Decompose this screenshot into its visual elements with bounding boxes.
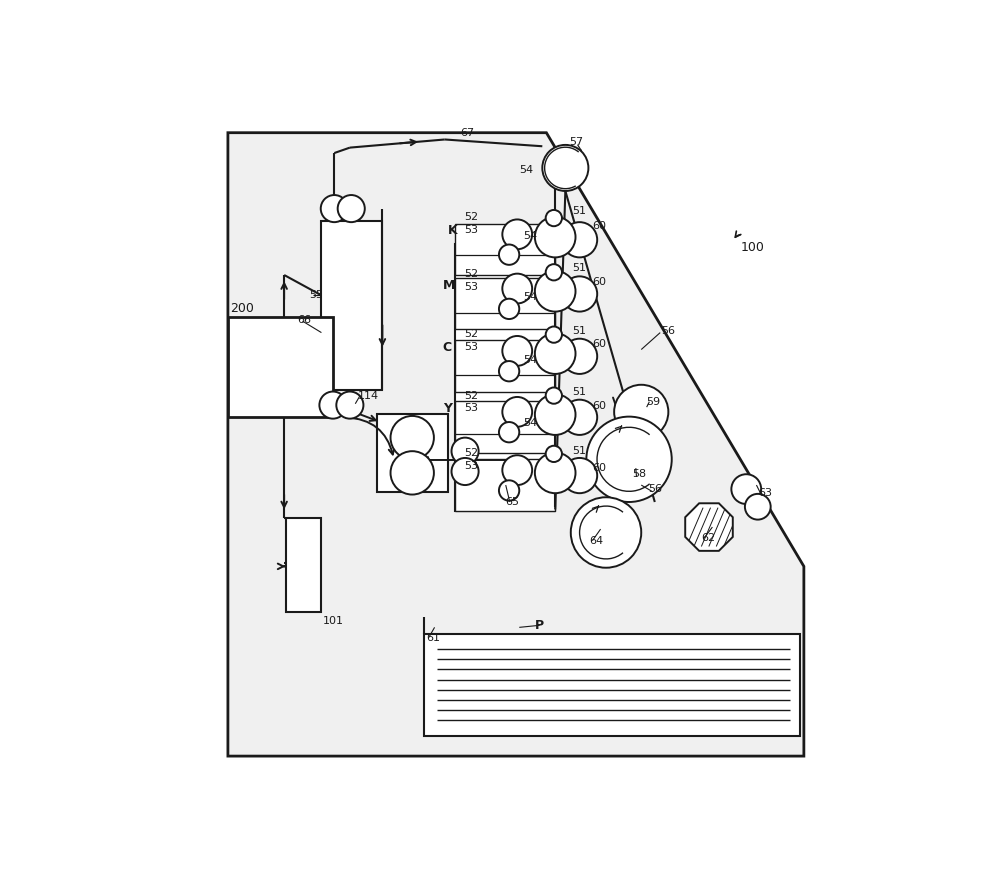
Circle shape [338,195,365,222]
Text: 54: 54 [523,231,537,241]
Text: 54: 54 [519,165,533,175]
Circle shape [502,455,532,485]
Text: C: C [443,341,452,354]
Circle shape [562,458,597,493]
Bar [455,340,555,392]
Text: 60: 60 [592,221,606,231]
Circle shape [502,274,532,304]
Text: 60: 60 [592,400,606,411]
Text: 65: 65 [506,497,520,507]
Bar [321,221,382,390]
Circle shape [546,446,562,462]
Text: 52: 52 [464,448,478,458]
Circle shape [731,474,761,504]
Circle shape [336,392,363,419]
Text: 66: 66 [298,315,312,326]
Circle shape [452,458,479,485]
Text: 51: 51 [572,387,586,397]
Circle shape [535,334,576,374]
Circle shape [571,497,641,568]
Text: 200: 200 [230,303,254,315]
Text: 100: 100 [740,241,764,254]
Bar [286,517,321,612]
Text: 53: 53 [464,404,478,414]
Text: 64: 64 [589,536,603,546]
Circle shape [502,336,532,366]
Circle shape [319,392,346,419]
Circle shape [614,385,668,439]
Text: K: K [447,224,457,238]
Text: 63: 63 [758,488,772,498]
Text: 59: 59 [647,397,661,407]
Bar [424,634,800,736]
Circle shape [499,361,519,381]
Text: 51: 51 [572,263,586,273]
Circle shape [499,298,519,319]
Text: 53: 53 [464,461,478,471]
Text: 55: 55 [309,290,323,300]
Bar [455,401,555,452]
Circle shape [562,222,597,257]
Circle shape [562,276,597,312]
Text: 52: 52 [464,391,478,400]
Circle shape [546,326,562,343]
Bar [455,224,555,275]
Text: 52: 52 [464,212,478,222]
Circle shape [535,394,576,435]
Circle shape [499,245,519,265]
Bar [455,459,555,510]
Circle shape [391,416,434,459]
Circle shape [535,216,576,257]
Circle shape [562,400,597,435]
Text: 54: 54 [523,291,537,302]
Text: 54: 54 [523,355,537,364]
Circle shape [535,271,576,312]
Circle shape [502,397,532,427]
Text: 54: 54 [523,418,537,428]
Circle shape [391,451,434,495]
Text: 57: 57 [569,136,583,146]
Text: P: P [535,619,544,632]
Text: 51: 51 [572,326,586,335]
Circle shape [321,195,348,222]
Text: 56: 56 [662,326,676,335]
Text: 56: 56 [648,484,662,495]
Bar [228,317,333,417]
Circle shape [745,494,771,519]
Text: 51: 51 [572,206,586,216]
Text: 53: 53 [464,341,478,352]
Text: 60: 60 [592,463,606,473]
Bar [377,414,448,492]
Circle shape [499,480,519,501]
Circle shape [546,387,562,404]
Circle shape [546,210,562,226]
Text: 114: 114 [357,391,378,400]
Text: 61: 61 [426,633,440,642]
Text: M: M [443,279,455,291]
Text: 60: 60 [592,277,606,287]
Circle shape [502,219,532,249]
Bar [455,278,555,329]
Polygon shape [228,133,804,756]
Text: 60: 60 [592,339,606,349]
Text: 67: 67 [460,128,474,137]
Polygon shape [685,503,733,551]
Text: 53: 53 [464,282,478,291]
Text: 101: 101 [323,616,344,626]
Text: 62: 62 [701,533,715,543]
Bar [455,244,555,510]
Text: 53: 53 [464,224,478,235]
Circle shape [546,264,562,281]
Circle shape [586,416,672,502]
Text: Y: Y [443,402,452,415]
Text: 52: 52 [464,329,478,339]
Circle shape [499,422,519,443]
Text: 51: 51 [572,446,586,456]
Text: 58: 58 [632,469,647,480]
Text: 52: 52 [464,268,478,279]
Circle shape [535,452,576,493]
Circle shape [542,145,588,191]
Circle shape [562,339,597,374]
Circle shape [452,437,479,465]
